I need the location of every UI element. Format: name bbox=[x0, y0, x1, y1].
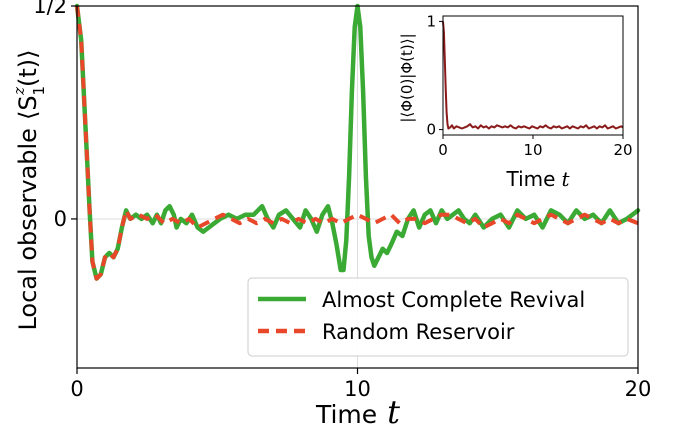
inset-y-tick-label-1: 1 bbox=[426, 12, 436, 30]
inset-xlabel: Time t bbox=[506, 167, 571, 191]
main-xlabel-text: Time bbox=[315, 400, 377, 429]
inset-x-tick-label-0: 0 bbox=[438, 141, 448, 159]
series-line-random-reservoir bbox=[75, 5, 639, 281]
y-tick-label-1: 0 bbox=[54, 207, 67, 231]
main-ylabel-sub: 1 bbox=[30, 86, 48, 96]
inset-plot: 0 10 20 0 1 Time t |⟨Φ(0)|Φ(t)⟩| bbox=[398, 12, 633, 191]
main-ylabel: Local observable ⟨S1z(t)⟩ bbox=[10, 49, 48, 330]
legend-label-random-reservoir: Random Reservoir bbox=[322, 320, 515, 344]
inset-background bbox=[443, 16, 623, 135]
main-ylabel-sup: z bbox=[10, 87, 28, 96]
inset-ticks: 0 10 20 0 1 bbox=[426, 12, 632, 159]
inset-y-tick-label-0: 0 bbox=[426, 121, 436, 139]
inset-x-tick-label-1: 10 bbox=[523, 141, 542, 159]
main-ylabel-symbol: ⟨S bbox=[14, 95, 42, 120]
inset-x-tick-label-2: 20 bbox=[613, 141, 632, 159]
inset-xlabel-text: Time bbox=[506, 167, 556, 191]
main-ylabel-text: Local observable bbox=[14, 128, 42, 330]
x-tick-label-0: 0 bbox=[70, 377, 83, 401]
main-series-group bbox=[74, 3, 641, 281]
main-xlabel: Time t bbox=[315, 393, 400, 431]
main-xlabel-var: t bbox=[387, 393, 400, 431]
main-plot: 0 10 201/20 Time t Local observable⟨S1z(t)⟩… bbox=[10, 0, 651, 431]
x-tick-label-2: 20 bbox=[625, 377, 652, 401]
x-tick-label-1: 10 bbox=[344, 377, 371, 401]
inset-xlabel-var: t bbox=[561, 167, 570, 191]
main-ticks: 0 10 201/20 bbox=[33, 0, 651, 401]
inset-series-group bbox=[442, 21, 624, 130]
legend-box bbox=[247, 277, 629, 357]
legend: Almost Complete Revival Random Reservoir bbox=[247, 277, 629, 357]
legend-label-almost-complete-revival: Almost Complete Revival bbox=[322, 288, 585, 312]
y-tick-label-0: 1/2 bbox=[33, 0, 67, 18]
inset-ylabel: |⟨Φ(0)|Φ(t)⟩| bbox=[398, 33, 416, 122]
inset-series-line-0 bbox=[442, 21, 624, 130]
main-ylabel-tail: (t)⟩ bbox=[14, 49, 42, 87]
series-line-almost-complete-revival bbox=[74, 3, 641, 281]
